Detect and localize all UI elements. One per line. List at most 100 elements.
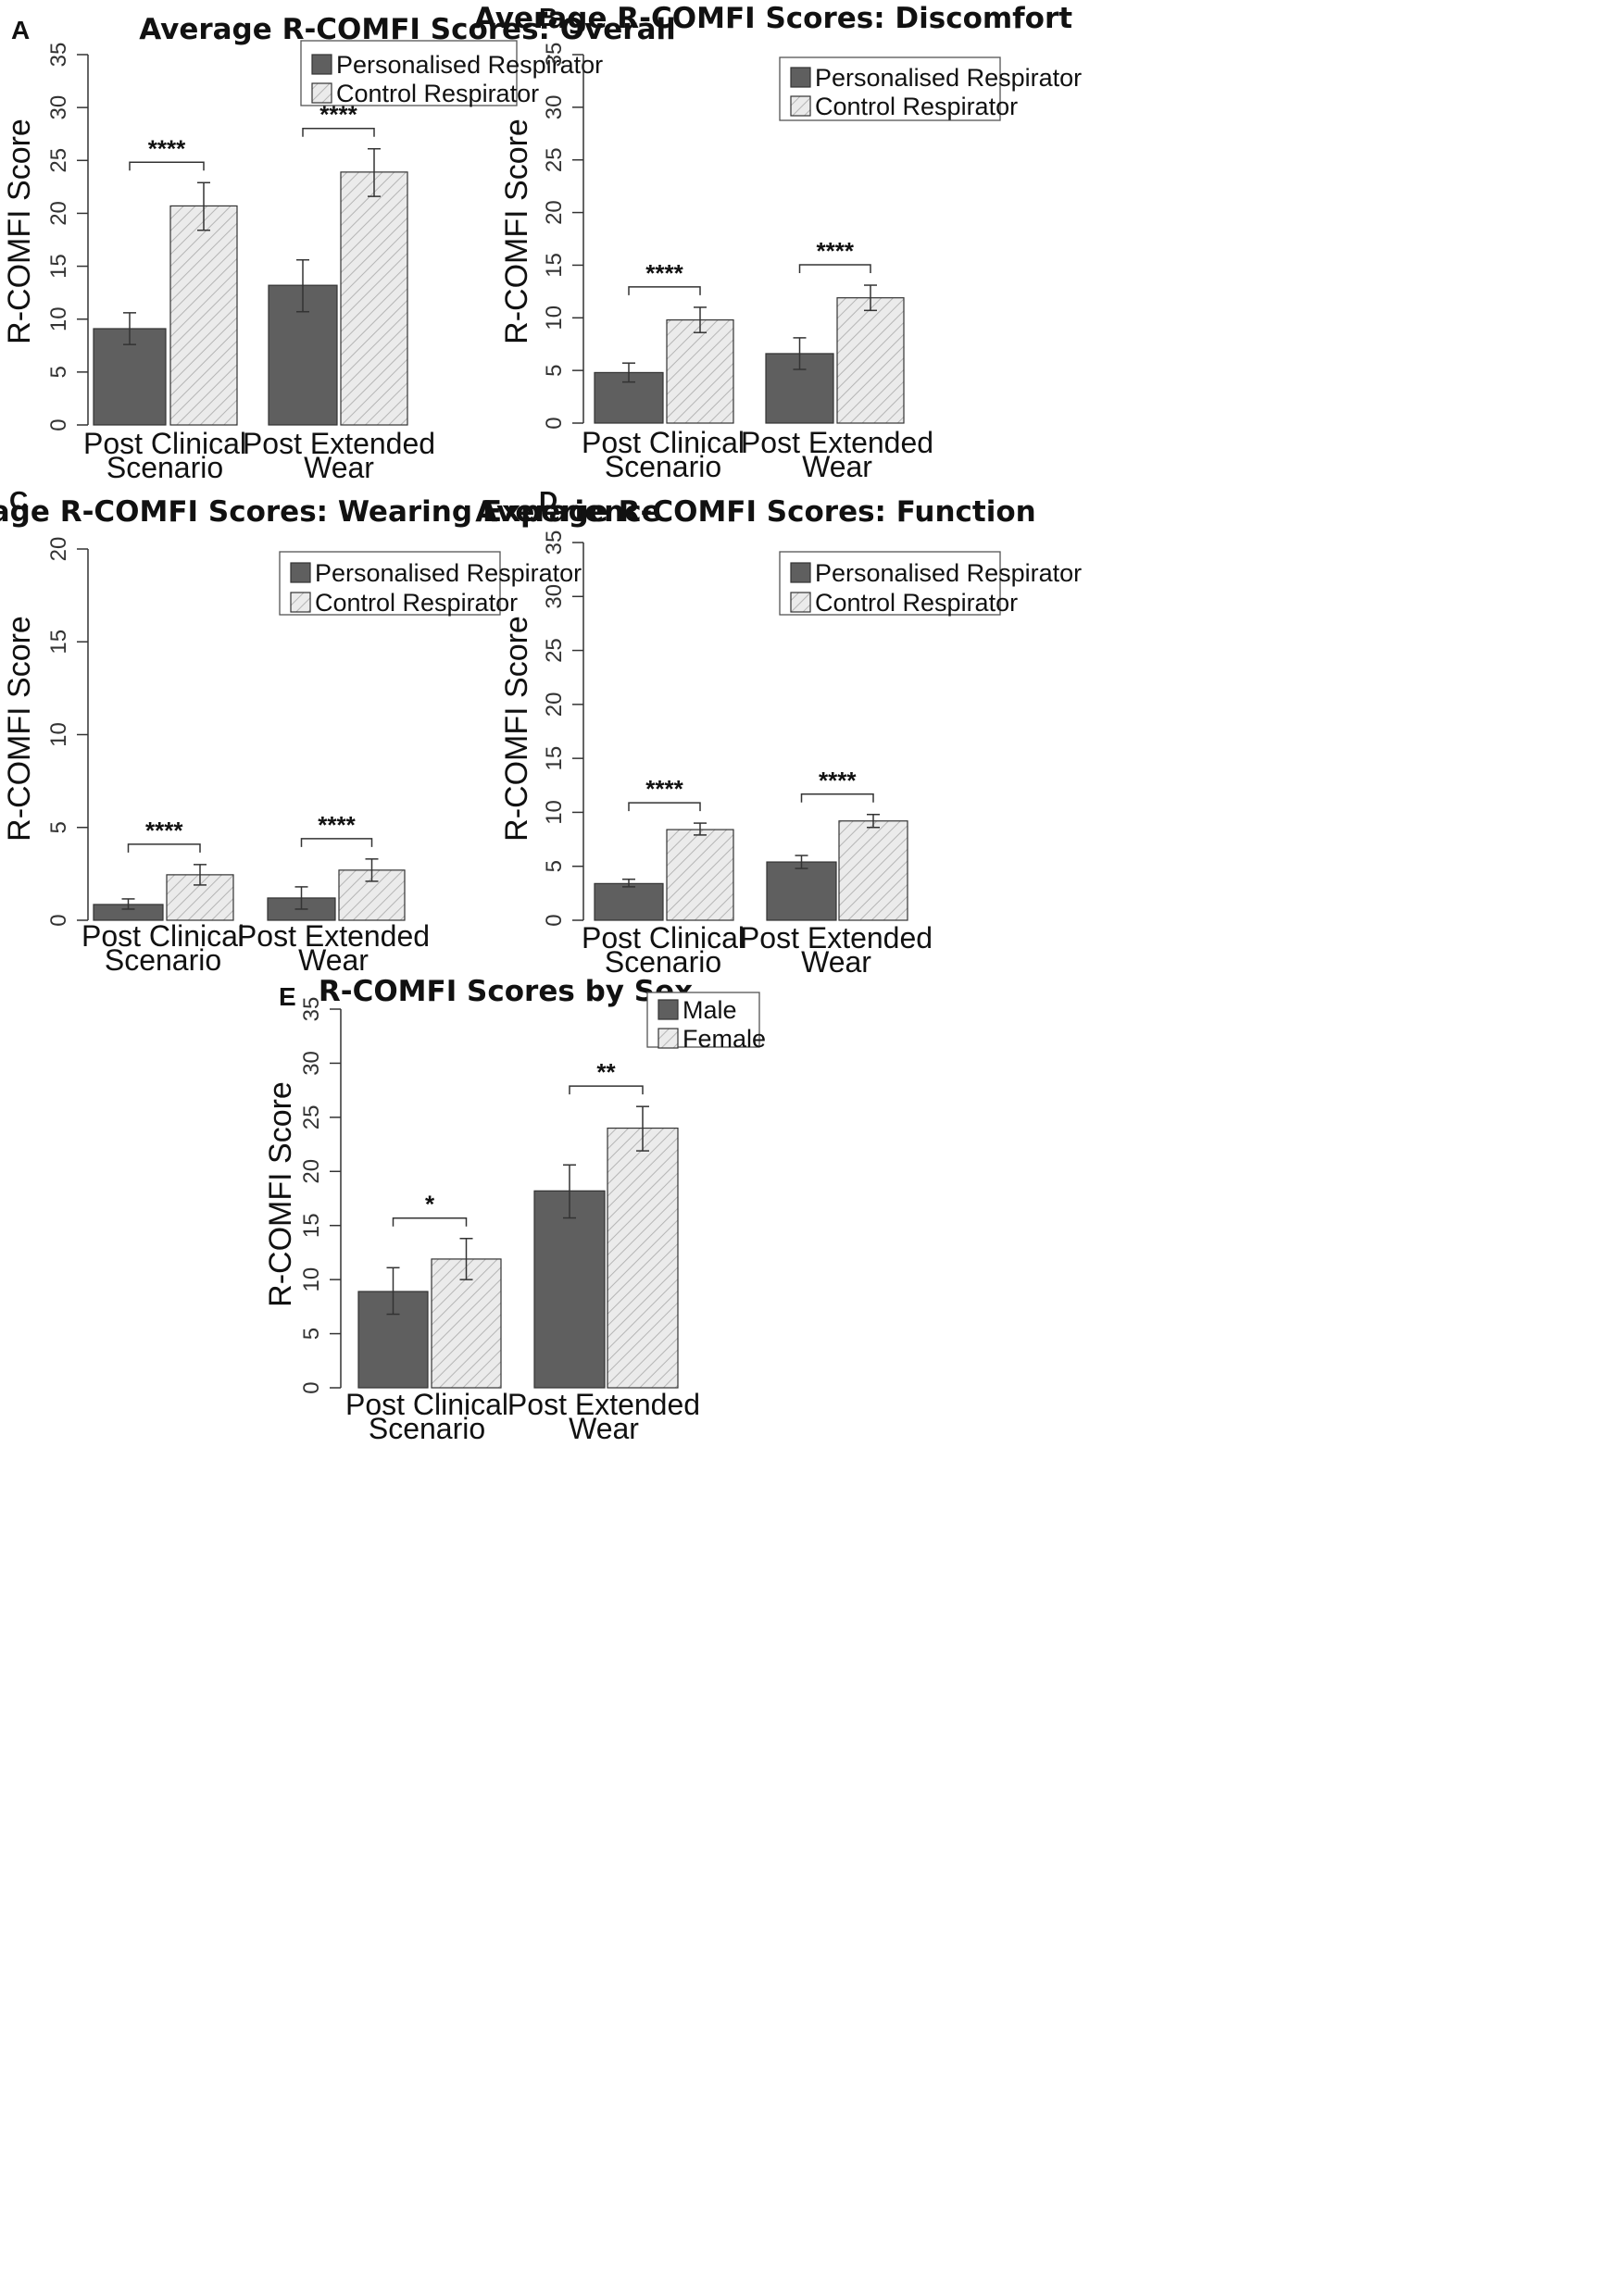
y-tick-label: 10	[542, 800, 567, 825]
legend-box	[279, 551, 501, 616]
y-tick-label: 5	[46, 366, 71, 378]
y-axis: 0 5 10 15 20 25 30 35	[46, 43, 89, 431]
error-bar	[296, 258, 309, 313]
y-tick-label: 10	[299, 1267, 324, 1292]
error-bar	[294, 886, 308, 910]
x-category-label: Post Clinical	[83, 427, 246, 460]
error-bar	[795, 855, 808, 869]
significance-bracket: ****	[798, 237, 871, 274]
panel-c: CAverage R-COMFI Scores: Wearing Experie…	[0, 486, 661, 977]
error-bar	[365, 858, 379, 882]
x-category-label: Post Clinical	[582, 426, 745, 459]
legend-swatch	[790, 95, 811, 117]
significance-bracket: **	[569, 1058, 644, 1095]
y-tick-label: 5	[542, 364, 567, 376]
error-bar	[563, 1164, 576, 1219]
error-bar	[386, 1267, 400, 1316]
bracket-line	[392, 1217, 468, 1227]
error-bar	[121, 898, 135, 910]
y-tick-label: 30	[542, 95, 567, 120]
bar-hatched	[836, 297, 905, 424]
y-axis-label: R-COMFI Score	[499, 119, 534, 344]
x-category-label: Post Extended	[237, 919, 430, 953]
legend-label: Male	[683, 996, 737, 1024]
x-category-label: Scenario	[605, 945, 721, 979]
bar-dark	[533, 1190, 606, 1389]
significance-bracket: ****	[628, 775, 701, 812]
panel-letter: B	[539, 3, 557, 31]
y-tick-label: 10	[46, 722, 71, 747]
significance-stars: *	[425, 1191, 435, 1218]
bracket-line	[798, 264, 871, 274]
legend-swatch	[790, 592, 811, 613]
chart-title: R-COMFI Scores by Sex	[319, 975, 693, 1008]
y-tick-label: 35	[46, 43, 71, 68]
chart-title: Average R-COMFI Scores: Function	[475, 495, 1035, 529]
y-tick-label: 30	[542, 584, 567, 609]
legend-swatch	[311, 54, 332, 75]
bracket-line	[302, 127, 375, 137]
x-category-label: Post Clinical	[582, 921, 745, 955]
x-category-label: Scenario	[605, 450, 721, 483]
y-axis: 0 5 10 15 20	[46, 537, 89, 927]
error-bar	[864, 284, 877, 312]
bar-hatched	[666, 318, 734, 424]
chart-title: Average R-COMFI Scores: Wearing Experien…	[0, 495, 661, 529]
legend-swatch	[657, 999, 679, 1020]
significance-stars: ****	[145, 817, 183, 844]
y-tick-label: 20	[299, 1159, 324, 1184]
significance-bracket: ****	[300, 811, 373, 847]
significance-stars: ****	[817, 237, 855, 265]
significance-bracket: *	[392, 1191, 468, 1227]
y-tick-label: 15	[299, 1213, 324, 1238]
legend-swatch	[790, 562, 811, 583]
bar-hatched	[607, 1127, 679, 1389]
error-bar	[636, 1105, 649, 1152]
x-category-label: Post Clinical	[81, 919, 244, 953]
error-bar	[197, 181, 210, 231]
legend-swatch	[311, 82, 332, 104]
x-category-label: Wear	[298, 943, 369, 977]
bar-hatched	[340, 171, 408, 426]
error-bar	[867, 814, 880, 829]
y-tick-label: 20	[542, 693, 567, 718]
error-bar	[459, 1237, 473, 1280]
error-bar	[694, 822, 707, 836]
significance-stars: ****	[318, 811, 356, 839]
panel-letter: D	[539, 486, 557, 515]
y-tick-label: 20	[542, 200, 567, 225]
panel-letter: C	[9, 486, 28, 515]
y-axis-label: R-COMFI Score	[263, 1081, 298, 1307]
legend-label: Personalised Respirator	[815, 559, 1082, 587]
legend-label: Control Respirator	[815, 93, 1018, 120]
y-tick-label: 0	[46, 914, 71, 926]
y-tick-label: 0	[299, 1381, 324, 1393]
bracket-line	[628, 286, 701, 295]
legend-label: Personalised Respirator	[336, 51, 603, 79]
y-tick-label: 5	[46, 821, 71, 833]
y-axis: 0 5 10 15 20 25 30 35	[542, 530, 584, 927]
legend-label: Female	[683, 1025, 766, 1053]
bar-hatched	[666, 829, 734, 921]
y-tick-label: 10	[542, 306, 567, 331]
y-tick-label: 20	[46, 201, 71, 226]
error-bar	[793, 337, 807, 370]
error-bar	[694, 306, 707, 333]
y-tick-label: 0	[46, 418, 71, 430]
error-bar	[368, 147, 381, 197]
significance-stars: **	[596, 1058, 616, 1086]
y-tick-label: 25	[542, 638, 567, 663]
significance-stars: ****	[819, 767, 857, 794]
y-tick-label: 10	[46, 306, 71, 331]
y-axis-label: R-COMFI Score	[2, 616, 37, 842]
y-axis: 0 5 10 15 20 25 30 35	[542, 43, 584, 430]
legend-swatch	[657, 1028, 679, 1049]
significance-bracket: ****	[628, 259, 701, 295]
significance-bracket: ****	[129, 134, 205, 171]
y-tick-label: 30	[299, 1051, 324, 1076]
y-tick-label: 15	[542, 253, 567, 278]
legend-swatch	[290, 562, 311, 583]
